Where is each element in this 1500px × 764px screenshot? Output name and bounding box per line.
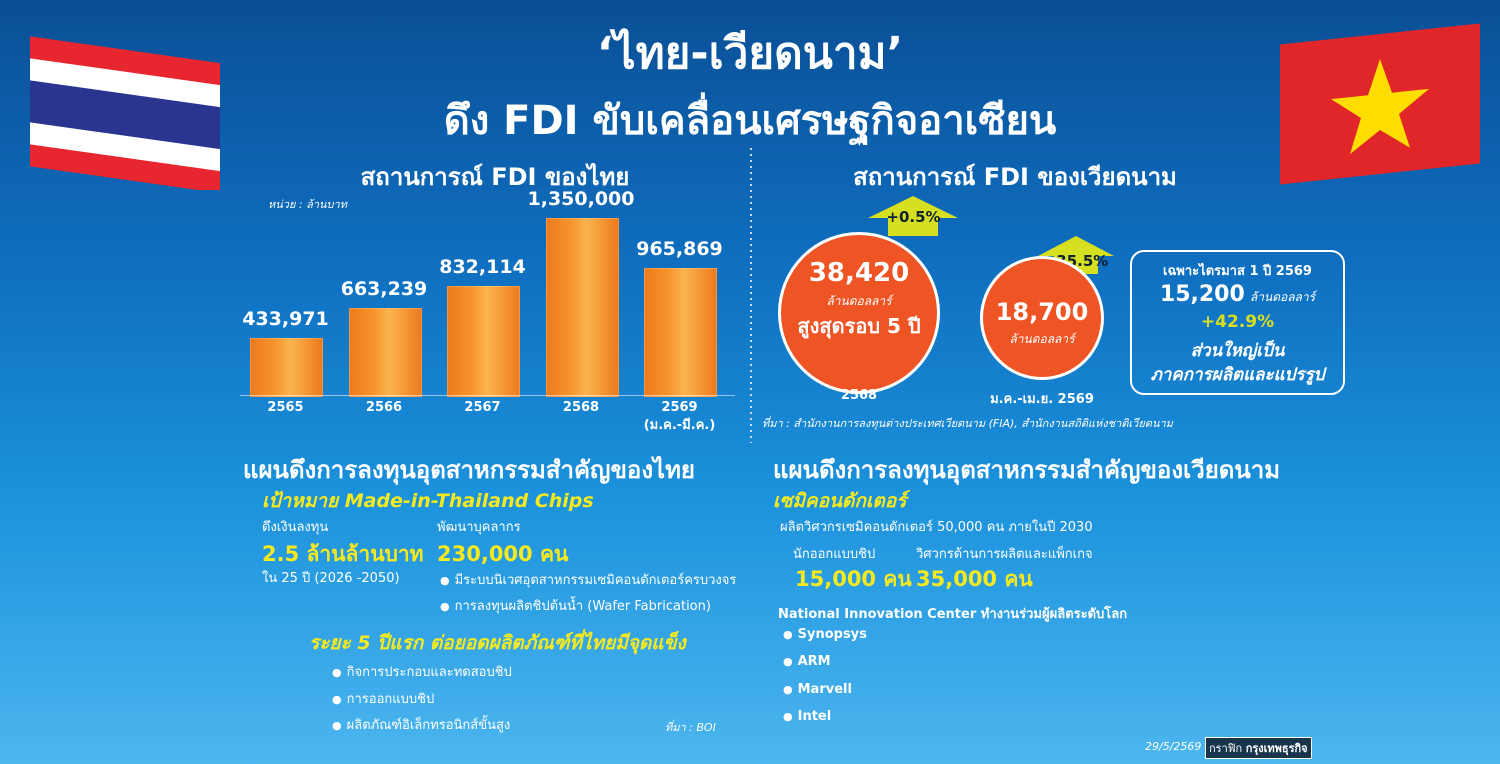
target: ผลิตวิศวกรเซมิคอนดักเตอร์ 50,000 คน ภายใ… [780, 520, 1093, 535]
source: ที่มา : สำนักงานการลงทุนต่างประเทศเวียดน… [762, 417, 1173, 430]
value-label: 832,114 [439, 255, 526, 278]
bullet: Intel [783, 709, 832, 724]
label: ใน 25 ปี (2026 -2050) [262, 571, 400, 586]
bar [250, 338, 323, 397]
period: ม.ค.-เม.ย. 2569 [990, 392, 1094, 407]
box-line: เฉพาะไตรมาส 1 ปี 2569 [1163, 264, 1312, 279]
circle-value: 38,420 [808, 258, 910, 288]
section-title: แผนดึงการลงทุนอุตสาหกรรมสำคัญของไทย [243, 456, 695, 484]
circle-value: 18,700 [995, 298, 1089, 326]
bullet: Synopsys [783, 627, 867, 642]
x-tick-label: 2568 [562, 400, 600, 415]
fdi-circle [778, 232, 940, 394]
sector: เซมิคอนดักเตอร์ [773, 490, 907, 512]
growth: +0.5% [886, 208, 941, 226]
box-note: ภาคการผลิตและแปรรูป [1150, 365, 1325, 385]
credit-brand: กรุงเทพธุรกิจ [1245, 742, 1308, 755]
bar [447, 285, 520, 397]
box-value: 15,200 [1159, 282, 1245, 307]
box-unit: ล้านดอลลาร์ [1249, 290, 1316, 304]
circle-unit: ล้านดอลลาร์ [1009, 332, 1075, 346]
box-value-row: 15,200 ล้านดอลลาร์ [1130, 282, 1345, 307]
date: 29/5/2569 [1145, 740, 1202, 753]
section-title: แผนดึงการลงทุนอุตสาหกรรมสำคัญของเวียดนาม [773, 456, 1281, 484]
label: พัฒนาบุคลากร [437, 520, 521, 535]
goal: เป้าหมาย Made-in-Thailand Chips [262, 490, 594, 512]
bullet: Marvell [783, 682, 852, 697]
bullet: ผลิตภัณฑ์อิเล็กทรอนิกส์ขั้นสูง [332, 714, 511, 735]
credit-label: กราฟิก [1209, 742, 1243, 755]
divider [750, 148, 752, 443]
unit: หน่วย : ล้านบาท [268, 198, 347, 211]
value-label: 433,971 [242, 308, 329, 331]
baseline [240, 395, 735, 396]
title-line1: ‘ไทย-เวียดนาม’ [596, 28, 904, 79]
circle-unit: ล้านดอลลาร์ [826, 294, 892, 308]
label: วิศวกรด้านการผลิตและแพ็กเกจ [916, 547, 1093, 562]
period: 2568 [840, 388, 878, 403]
x-tick-label: 2567 [464, 400, 501, 415]
credit: กราฟิก กรุงเทพธุรกิจ [1205, 737, 1312, 759]
x-tick-label: 2566 [365, 400, 403, 415]
bullet: การลงทุนผลิตชิปต้นน้ำ (Wafer Fabrication… [440, 595, 711, 616]
phase: ระยะ 5 ปีแรก ต่อยอดผลิตภัณฑ์ที่ไทยมีจุดแ… [309, 632, 686, 654]
label: ดึงเงินลงทุน [262, 520, 329, 535]
circle-note: สูงสุดรอบ 5 ปี [797, 314, 921, 338]
vietnam-flag [1280, 23, 1480, 185]
bar [644, 268, 717, 397]
value: 35,000 คน [916, 567, 1033, 591]
thai-flag [30, 36, 220, 190]
q1-box [1130, 250, 1345, 395]
value: 230,000 คน [437, 542, 569, 566]
label: นักออกแบบชิป [793, 547, 876, 562]
vn-title: สถานการณ์ FDI ของเวียดนาม [853, 163, 1177, 191]
bar [348, 308, 422, 397]
value: 2.5 ล้านล้านบาท [262, 542, 424, 566]
x-tick-label: 2569 (ม.ค.-มี.ค.) [643, 400, 716, 433]
value-label: 1,350,000 [527, 188, 635, 210]
box-growth: +42.9% [1200, 312, 1275, 332]
box-note: ส่วนใหญ่เป็น [1190, 341, 1285, 361]
chart-title: สถานการณ์ FDI ของไทย [360, 163, 630, 191]
value-label: 663,239 [340, 278, 428, 301]
value: 15,000 คน [795, 567, 912, 591]
bar [545, 218, 619, 397]
source: ที่มา : BOI [665, 721, 716, 734]
x-tick-label: 2565 [267, 400, 304, 415]
fdi-circle [980, 256, 1104, 380]
nic: National Innovation Center ทำงานร่วมผู้ผ… [778, 607, 1128, 622]
growth-arrow [868, 196, 958, 236]
value-label: 965,869 [636, 238, 723, 261]
bullet: มีระบบนิเวศอุตสาหกรรมเซมิคอนดักเตอร์ครบว… [440, 569, 737, 590]
bullet: กิจการประกอบและทดสอบชิป [332, 661, 512, 682]
bullet: ARM [783, 654, 831, 669]
title-line2: ดึง FDI ขับเคลื่อนเศรษฐกิจอาเซียน [443, 98, 1057, 144]
bullet: การออกแบบชิป [332, 688, 435, 709]
